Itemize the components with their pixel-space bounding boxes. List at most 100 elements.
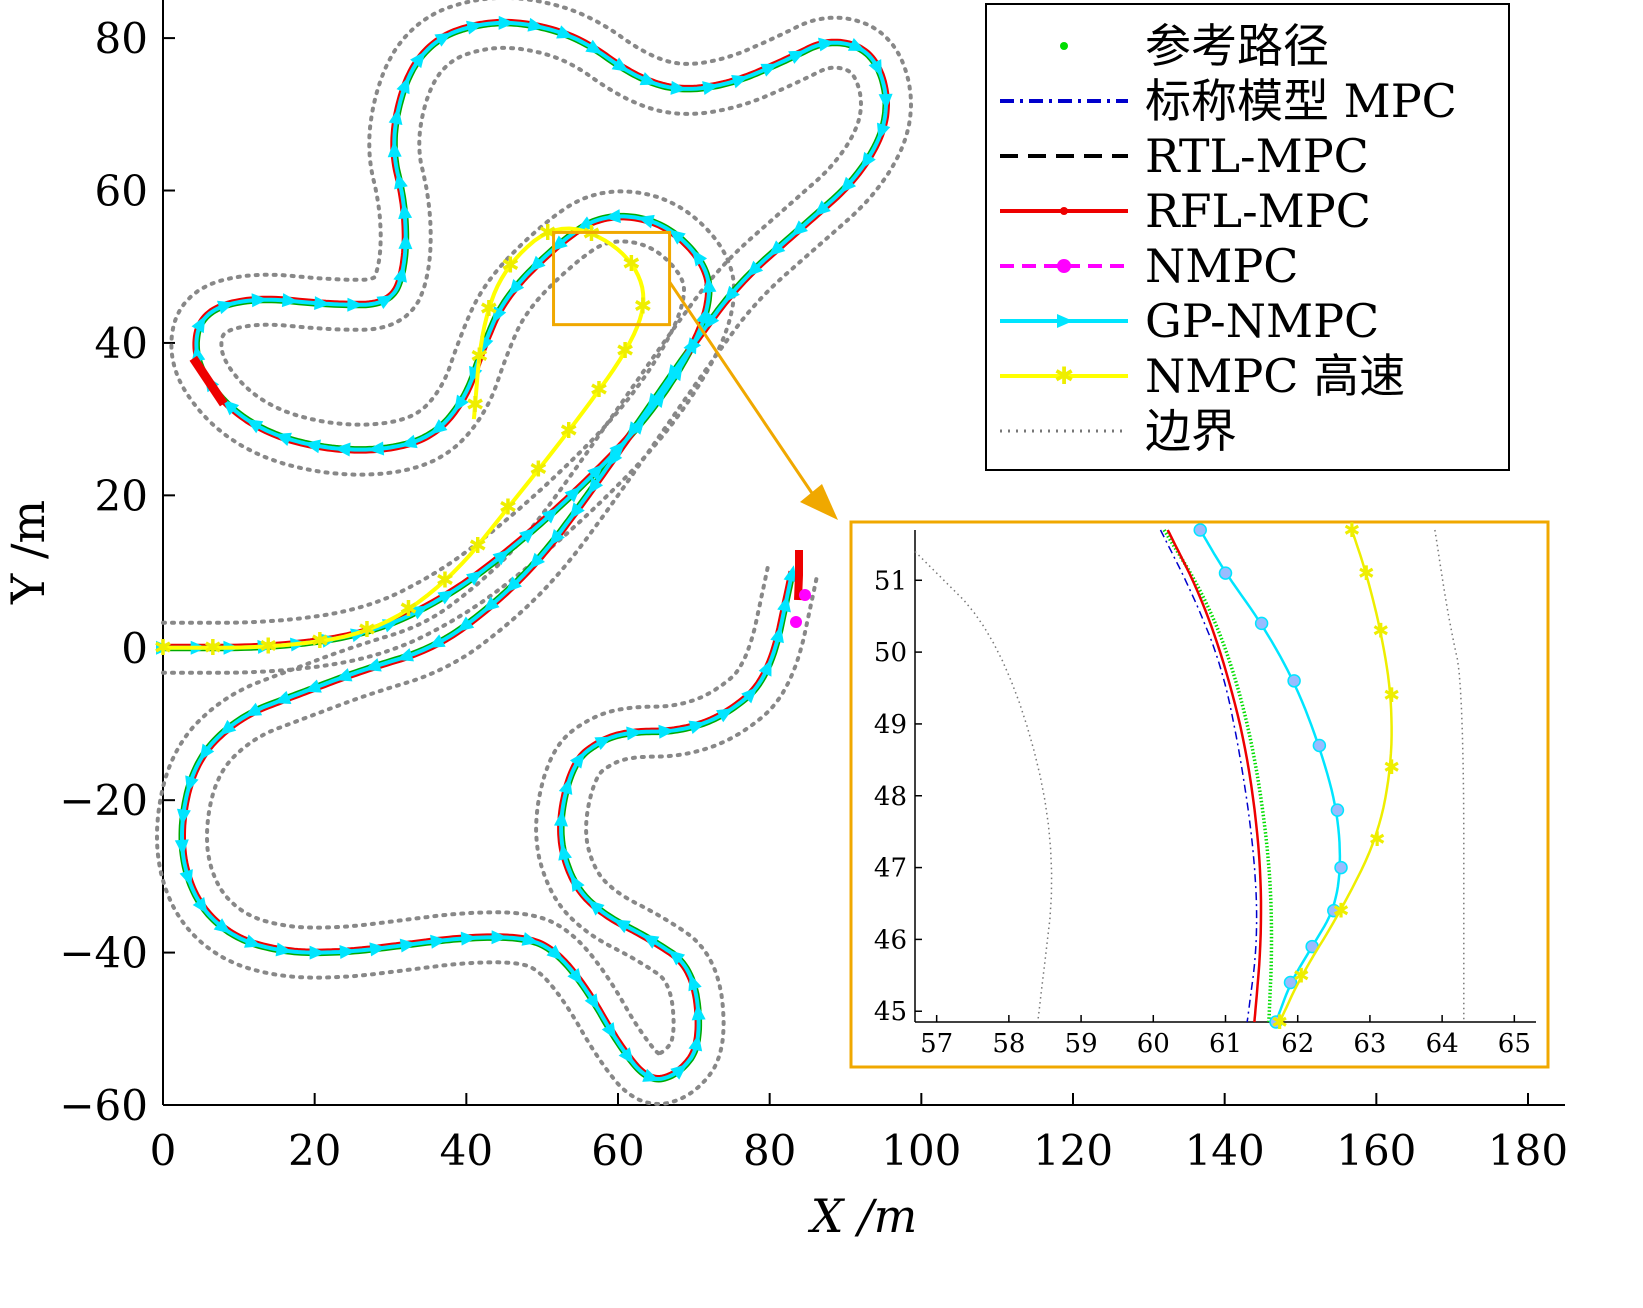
gp-nmpc-marker [704,312,720,330]
gp-nmpc-line [163,20,889,1082]
zoom-arrow-line [668,281,822,506]
legend-marker [1057,259,1071,273]
gp-nmpc-marker [818,37,835,52]
gp-nmpc-marker [466,20,484,35]
nmpc-high-speed-marker: ✱ [499,496,517,521]
gp-nmpc-marker [791,220,808,237]
gp-nmpc-marker [569,502,585,520]
gp-nmpc-marker [551,235,568,252]
legend-marker [1057,314,1073,328]
nmpc-high-speed-marker: ✱ [436,568,454,593]
y-tick-label: 80 [95,14,148,63]
gp-nmpc-marker [567,968,583,986]
gp-nmpc-marker [868,59,882,77]
gp-nmpc-marker [393,265,407,283]
gp-nmpc-marker [396,76,410,95]
inset-gp-nmpc-marker [1269,1015,1283,1029]
gp-nmpc-marker [585,39,603,55]
inset-series-line [1434,529,1465,1022]
gp-nmpc-marker [281,293,299,308]
gp-nmpc-marker [668,949,686,966]
gp-nmpc-marker [878,93,893,110]
legend-swatch [1060,42,1068,50]
reference-path-line [163,23,886,1083]
inset-y-tick-label: 51 [874,566,907,596]
gp-nmpc-marker [688,1034,703,1052]
gp-nmpc-marker [466,570,484,586]
inset-x-tick-label: 61 [1209,1029,1242,1059]
gp-nmpc-marker [688,720,706,735]
gp-nmpc-marker [430,419,448,435]
nmpc-high-speed-marker: ✱ [634,294,652,319]
gp-nmpc-marker [702,81,720,95]
inset-y-tick-label: 48 [874,782,907,812]
inset-gp-nmpc-marker [1193,523,1207,537]
gp-nmpc-marker [434,32,452,47]
gp-nmpc-marker [601,1022,617,1040]
nmpc-high-speed-marker: ✱ [358,618,376,643]
nmpc-high-speed-marker: ✱ [616,339,634,364]
gp-nmpc-marker [185,775,199,793]
gp-nmpc-marker [304,679,322,693]
inset-nmpc-high-speed-marker: ✱ [1383,683,1400,707]
y-tick-label: 20 [95,471,148,520]
nmpc-high-speed-marker: ✱ [559,419,577,444]
gp-nmpc-marker [398,232,413,250]
x-tick-label: 120 [1033,1126,1113,1175]
gp-nmpc-marker [840,176,857,194]
gp-nmpc-marker [498,15,515,30]
gp-nmpc-marker [244,934,262,948]
legend-entry: RFL-MPC [1000,184,1371,238]
gp-nmpc-marker [521,932,539,946]
gp-nmpc-marker [788,50,806,64]
legend-label: 标称模型 MPC [1145,74,1457,128]
gp-nmpc-marker [428,634,446,648]
inset-x-tick-label: 57 [920,1029,953,1059]
inset-gp-nmpc-marker [1312,738,1327,753]
gp-nmpc-marker [639,72,658,86]
nmpc-high-speed-marker: ✱ [582,222,600,247]
gp-nmpc-marker [741,687,758,704]
nmpc-high-speed-marker: ✱ [590,378,608,403]
gp-nmpc-marker [611,57,629,72]
gp-nmpc-marker [339,944,356,959]
gp-nmpc-marker [576,216,594,231]
inset-series-line [1166,529,1263,1023]
gp-nmpc-marker [584,993,600,1011]
gp-nmpc-marker [519,527,536,544]
gp-nmpc-marker [529,255,546,272]
gp-nmpc-marker [222,399,240,416]
y-axis-title: Y /m [1,500,55,605]
inset-y-tick-label: 49 [874,710,907,740]
gp-nmpc-marker [398,202,413,220]
gp-nmpc-marker [777,595,791,613]
gp-nmpc-marker [783,565,798,583]
gp-nmpc-marker [251,293,268,308]
x-tick-label: 60 [591,1126,644,1175]
inset-nmpc-high-speed-marker: ✱ [1343,518,1360,542]
gp-nmpc-marker [768,240,786,257]
rfl-mpc-line [163,18,891,1080]
gp-nmpc-marker [686,337,702,355]
inset-series-line [1159,529,1258,1023]
inset-y-tick-label: 47 [874,854,907,884]
gp-nmpc-marker [724,285,740,303]
legend-label: 边界 [1145,404,1237,458]
gp-nmpc-marker [482,596,500,613]
zoom-arrow-head [800,484,838,520]
gp-nmpc-marker [219,719,237,736]
gp-nmpc-marker [691,1003,706,1021]
inset-gp-nmpc-marker [1218,566,1233,580]
gp-nmpc-marker [637,214,655,229]
gp-nmpc-marker [396,648,414,662]
nmpc-high-speed-marker: ✱ [154,636,172,661]
nmpc-high-speed-marker: ✱ [311,629,329,654]
gp-nmpc-marker [564,486,581,503]
gp-nmpc-marker [861,151,876,170]
zoom-callout [552,230,838,520]
legend-entry: GP-NMPC [1000,294,1379,348]
inset-y-tick-label: 45 [874,997,907,1027]
gp-nmpc-marker [275,942,293,957]
legend-label: NMPC [1145,239,1299,293]
gp-nmpc-marker [702,276,717,293]
